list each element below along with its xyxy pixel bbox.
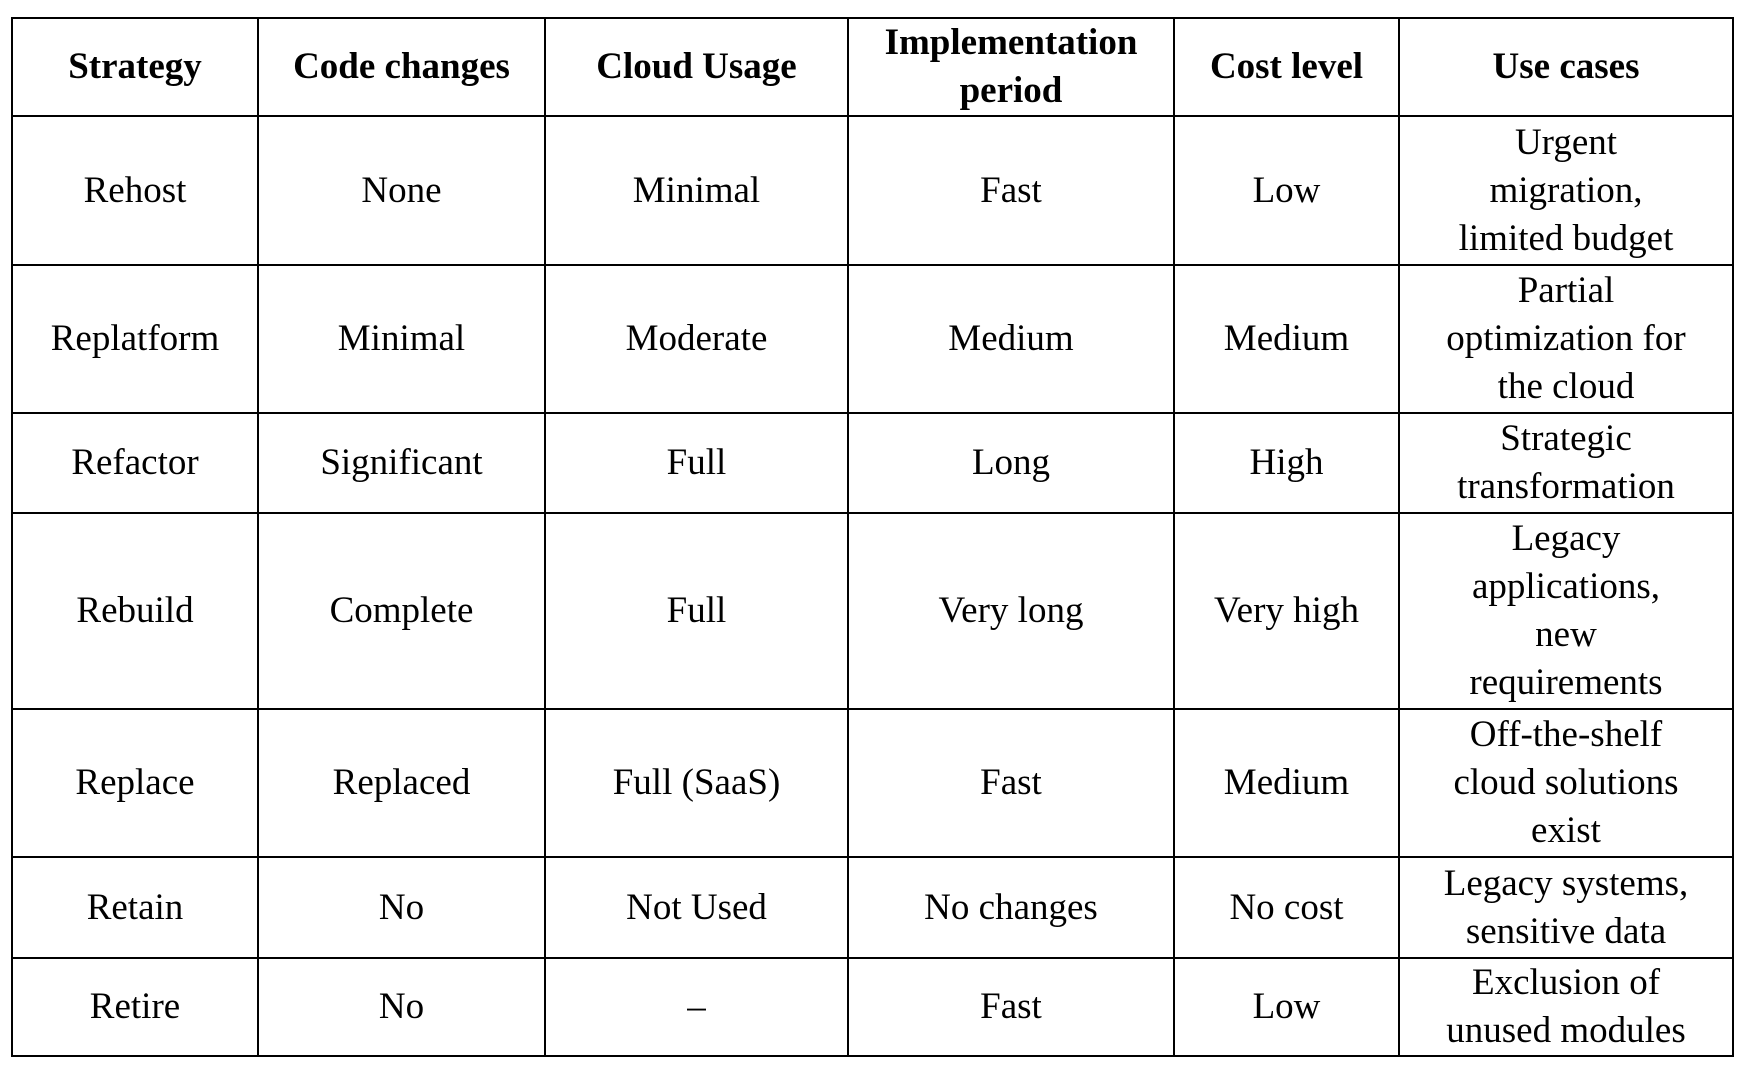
- table-cell: Strategic transformation: [1398, 412, 1734, 514]
- table-cell: Legacy systems, sensitive data: [1398, 856, 1734, 959]
- table-cell: Exclusion of unused modules: [1398, 957, 1734, 1057]
- table-cell: Complete: [257, 512, 546, 710]
- header-cell: Code changes: [257, 17, 546, 117]
- table-cell: Fast: [847, 115, 1175, 266]
- table-cell: Replace: [11, 708, 259, 858]
- table-cell: Rehost: [11, 115, 259, 266]
- table-row: Replatform Minimal Moderate Medium Medium Par…: [11, 264, 1734, 414]
- table-cell: Retire: [11, 957, 259, 1057]
- table-cell: Significant: [257, 412, 546, 514]
- header-cell: Strategy: [11, 17, 259, 117]
- table-cell: –: [544, 957, 849, 1057]
- table-cell: No: [257, 856, 546, 959]
- table-cell: Very long: [847, 512, 1175, 710]
- table-cell: Medium: [847, 264, 1175, 414]
- table-cell: Retain: [11, 856, 259, 959]
- header-cell: Cloud Usage: [544, 17, 849, 117]
- table-cell: Moderate: [544, 264, 849, 414]
- table-row: Rehost None Minimal Fast Low Urgent migration…: [11, 115, 1734, 266]
- table-row: Refactor Significant Full Long High Strategic…: [11, 412, 1734, 514]
- table-cell: Medium: [1173, 264, 1400, 414]
- table-cell: Partial optimization for the cloud: [1398, 264, 1734, 414]
- table-cell: Fast: [847, 708, 1175, 858]
- table-cell: High: [1173, 412, 1400, 514]
- table-cell: No cost: [1173, 856, 1400, 959]
- table-row: Retain No Not Used No changes No cost Legacy …: [11, 856, 1734, 959]
- header-cell: Implementation period: [847, 17, 1175, 117]
- table-cell: No: [257, 957, 546, 1057]
- table-row: Replace Replaced Full (SaaS) Fast Medium Off-…: [11, 708, 1734, 858]
- table-cell: None: [257, 115, 546, 266]
- table-cell: Minimal: [544, 115, 849, 266]
- table-cell: Refactor: [11, 412, 259, 514]
- table-cell: Full: [544, 412, 849, 514]
- table-cell: Replatform: [11, 264, 259, 414]
- table-cell: Off-the-shelf cloud solutions exist: [1398, 708, 1734, 858]
- table-cell: Full (SaaS): [544, 708, 849, 858]
- header-cell: Use cases: [1398, 17, 1734, 117]
- table-cell: Low: [1173, 115, 1400, 266]
- header-row: Strategy Code changes Cloud Usage Implement…: [11, 17, 1734, 117]
- table-cell: Very high: [1173, 512, 1400, 710]
- table-cell: Minimal: [257, 264, 546, 414]
- table-cell: Rebuild: [11, 512, 259, 710]
- table-cell: Replaced: [257, 708, 546, 858]
- header-cell: Cost level: [1173, 17, 1400, 117]
- table-cell: Legacy applications, new requirements: [1398, 512, 1734, 710]
- table-cell: Full: [544, 512, 849, 710]
- table-row: Retire No – Fast Low Exclusion of unused modu…: [11, 957, 1734, 1057]
- table-cell: Low: [1173, 957, 1400, 1057]
- table-cell: Long: [847, 412, 1175, 514]
- table-row: Rebuild Complete Full Very long Very high Leg…: [11, 512, 1734, 710]
- table-cell: Urgent migration, limited budget: [1398, 115, 1734, 266]
- table-cell: Fast: [847, 957, 1175, 1057]
- table-cell: Medium: [1173, 708, 1400, 858]
- strategy-table: Strategy Code changes Cloud Usage Implement…: [11, 17, 1734, 1057]
- table-cell: Not Used: [544, 856, 849, 959]
- table-cell: No changes: [847, 856, 1175, 959]
